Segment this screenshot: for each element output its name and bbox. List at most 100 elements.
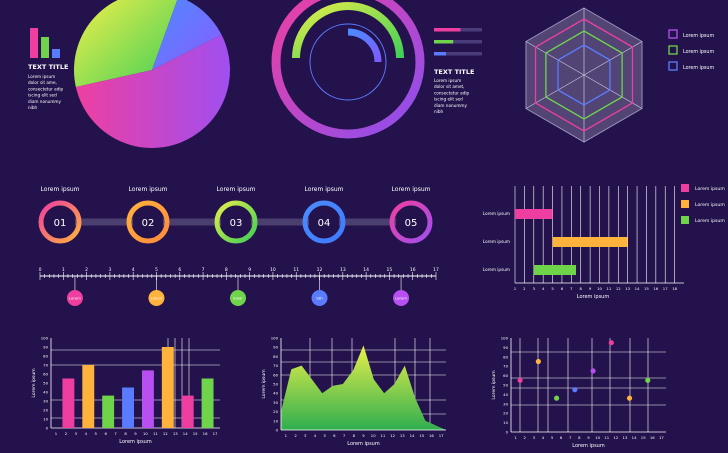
gantt-legend-label: Lorem ipsum <box>695 202 725 208</box>
mini-bar <box>52 49 60 58</box>
radar-legend: Lorem ipsum Lorem ipsum Lorem ipsum <box>668 29 714 71</box>
ruler-label: 4 <box>132 267 135 273</box>
radar-widget: Lorem ipsum Lorem ipsum Lorem ipsum <box>525 7 714 143</box>
gantt-legend-label: Lorem ipsum <box>695 186 725 192</box>
mini-bar-group <box>30 28 60 58</box>
step-number: 02 <box>142 218 155 229</box>
description-line: nibh <box>434 109 443 114</box>
step-number: 01 <box>54 218 67 229</box>
gantt-x-tick: 6 <box>561 286 564 291</box>
bar-chart: 0 10 20 30 40 50 60 70 80 90 100 Lorem ipsum Lorem i… <box>31 336 220 445</box>
y-tick-label: 10 <box>503 420 508 425</box>
ruler-label: 5 <box>155 267 158 273</box>
y-tick-label: 0 <box>276 428 279 433</box>
legend-label: Lorem ipsum <box>683 65 714 71</box>
ruler-label: 11 <box>293 267 299 273</box>
x-tick-label: 10 <box>371 433 376 438</box>
step-label: Lorem ipsum <box>41 186 80 193</box>
x-tick-label: 9 <box>362 433 365 438</box>
x-tick-label: 4 <box>314 433 317 438</box>
gantt-x-tick: 1 <box>514 286 517 291</box>
y-tick-label: 30 <box>273 400 278 405</box>
y-tick-label: 60 <box>503 373 508 378</box>
scatter-point <box>645 377 651 383</box>
radar-chart <box>525 7 643 143</box>
scatter-point <box>626 395 633 401</box>
bar <box>181 395 194 428</box>
y-tick-label: 40 <box>273 391 278 396</box>
y-tick-label: 70 <box>43 363 48 368</box>
gantt-row-label: Lorem ipsum <box>483 211 510 216</box>
step-core <box>133 207 163 237</box>
x-tick-label: 12 <box>390 433 395 438</box>
gantt-legend-label: Lorem ipsum <box>695 218 725 224</box>
scatter-point <box>590 368 596 374</box>
gantt-x-tick: 5 <box>551 286 554 291</box>
step-ring <box>302 200 346 244</box>
step-label: Lorem ipsum <box>217 186 256 193</box>
step-ring <box>38 200 82 244</box>
y-tick-label: 10 <box>273 418 278 423</box>
y-tick-label: 50 <box>273 382 278 387</box>
step-ring <box>214 200 258 244</box>
ruler-label: 16 <box>410 267 416 273</box>
bar <box>141 370 154 428</box>
x-tick-label: 15 <box>641 435 646 440</box>
widget1-title: TEXT TITLE <box>28 63 68 71</box>
ruler-label: 13 <box>340 267 346 273</box>
step-number: 03 <box>230 218 243 229</box>
gantt-x-tick: 17 <box>663 286 668 291</box>
scatter-point <box>572 387 578 393</box>
bar <box>122 387 135 428</box>
gantt-x-tick: 9 <box>589 286 592 291</box>
gantt-legend-swatch <box>681 184 689 192</box>
description-line: diam nonummy <box>28 99 61 104</box>
ruler-label: 0 <box>39 267 42 273</box>
scatter-point <box>608 340 614 346</box>
x-tick-label: 3 <box>75 431 78 436</box>
x-tick-label: 4 <box>85 431 88 436</box>
y-tick-label: 60 <box>43 372 48 377</box>
radar-series <box>545 30 623 120</box>
y-tick-label: 0 <box>46 426 49 431</box>
gantt-x-tick: 15 <box>644 286 649 291</box>
y-axis-label: Lorem ipsum <box>261 369 267 398</box>
y-tick-label: 50 <box>503 383 508 388</box>
step-label: Lorem ipsum <box>392 186 431 193</box>
description-line: iscing elit sed <box>28 93 57 98</box>
radar-series <box>557 44 611 106</box>
step-label: Lorem ipsum <box>129 186 168 193</box>
x-axis-label: Lorem ipsum <box>119 439 152 445</box>
ruler-label: 10 <box>270 267 276 273</box>
description-line: consectetur adip <box>434 90 470 95</box>
y-tick-label: 80 <box>503 354 508 359</box>
y-tick-label: 40 <box>43 390 48 395</box>
x-tick-label: 6 <box>333 433 336 438</box>
y-tick-label: 60 <box>273 372 278 377</box>
radar-series <box>534 18 634 132</box>
description-line: Lorem ipsum <box>28 74 55 79</box>
scatter-point <box>553 395 560 401</box>
y-tick-label: 100 <box>271 336 279 341</box>
step-core <box>309 207 339 237</box>
x-tick-label: 2 <box>294 433 297 438</box>
bar <box>201 378 214 428</box>
gantt-legend-swatch <box>681 200 689 208</box>
legend-label: Lorem ipsum <box>683 49 714 55</box>
ring-legend <box>434 28 482 56</box>
step-core <box>221 207 251 237</box>
x-tick-label: 9 <box>587 435 590 440</box>
x-tick-label: 5 <box>323 433 326 438</box>
scatter-point <box>535 358 541 365</box>
x-tick-label: 17 <box>213 431 218 436</box>
y-axis-label: Lorem ipsum <box>31 368 37 397</box>
dot-label: Lorem <box>151 296 163 301</box>
x-tick-label: 15 <box>193 431 198 436</box>
y-tick-label: 10 <box>43 417 48 422</box>
gantt-x-tick: 3 <box>533 286 536 291</box>
